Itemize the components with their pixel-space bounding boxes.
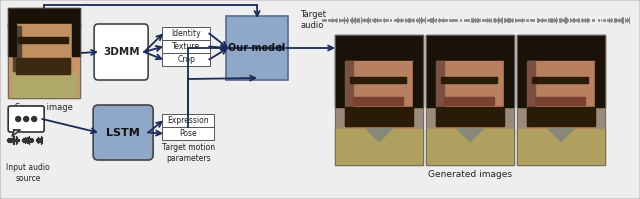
Bar — [8, 24, 16, 56]
Bar — [436, 61, 504, 133]
Bar — [444, 97, 494, 105]
FancyBboxPatch shape — [162, 27, 210, 40]
Bar — [426, 129, 514, 165]
Circle shape — [31, 116, 36, 122]
Circle shape — [24, 116, 29, 122]
Text: Generated images: Generated images — [428, 170, 512, 179]
Bar — [517, 61, 527, 106]
Bar — [335, 129, 423, 165]
Polygon shape — [548, 129, 574, 142]
Polygon shape — [366, 129, 392, 142]
Bar — [517, 35, 605, 100]
Bar — [595, 61, 605, 106]
Bar — [350, 77, 406, 83]
Polygon shape — [12, 130, 20, 136]
Bar — [18, 37, 68, 43]
Bar — [426, 61, 436, 106]
Text: Target
audio: Target audio — [300, 10, 326, 30]
Bar — [436, 106, 504, 126]
Bar — [517, 129, 605, 165]
Polygon shape — [457, 129, 483, 142]
FancyBboxPatch shape — [226, 16, 288, 80]
Text: Texture: Texture — [172, 42, 200, 51]
Bar — [345, 61, 353, 126]
Text: Expression: Expression — [167, 116, 209, 125]
Bar — [436, 61, 444, 126]
Bar — [426, 35, 514, 61]
Bar — [13, 26, 21, 71]
Text: Input audio
source: Input audio source — [6, 163, 50, 183]
Text: Source image: Source image — [15, 103, 73, 112]
Text: Pose: Pose — [179, 129, 197, 138]
Bar — [426, 35, 514, 100]
Bar — [72, 24, 80, 56]
Bar — [426, 100, 514, 165]
Text: Identity: Identity — [172, 29, 201, 38]
FancyBboxPatch shape — [94, 24, 148, 80]
FancyBboxPatch shape — [162, 40, 210, 53]
Text: LSTM: LSTM — [106, 128, 140, 138]
Text: 3DMM: 3DMM — [103, 47, 140, 57]
Bar — [517, 35, 605, 61]
Bar — [335, 61, 345, 106]
FancyBboxPatch shape — [162, 53, 210, 66]
FancyBboxPatch shape — [162, 127, 214, 140]
Bar — [535, 97, 585, 105]
Bar — [335, 35, 423, 61]
Circle shape — [15, 116, 20, 122]
Bar — [413, 61, 423, 106]
Bar — [426, 35, 514, 165]
Text: Our model: Our model — [228, 43, 285, 53]
Bar — [8, 8, 80, 28]
Text: Crop: Crop — [177, 55, 195, 64]
Bar — [527, 106, 595, 126]
Bar — [335, 35, 423, 100]
Bar — [8, 8, 80, 98]
Bar — [345, 106, 413, 126]
Bar — [8, 8, 80, 98]
Bar — [527, 61, 535, 126]
Bar — [12, 73, 76, 98]
Bar — [16, 58, 70, 74]
Bar — [517, 100, 605, 165]
Bar — [527, 61, 595, 133]
Bar — [504, 61, 514, 106]
FancyBboxPatch shape — [8, 106, 44, 132]
FancyBboxPatch shape — [162, 114, 214, 127]
Bar — [8, 53, 80, 98]
Text: Target motion
parameters: Target motion parameters — [161, 143, 214, 163]
Bar — [353, 97, 403, 105]
Bar — [335, 100, 423, 165]
Bar — [517, 35, 605, 165]
Bar — [441, 77, 497, 83]
Bar — [16, 24, 72, 74]
Bar — [532, 77, 588, 83]
Bar — [345, 61, 413, 133]
FancyBboxPatch shape — [93, 105, 153, 160]
Bar — [335, 35, 423, 165]
